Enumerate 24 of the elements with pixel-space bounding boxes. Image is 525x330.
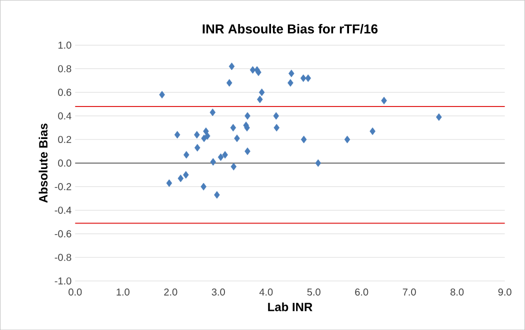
y-axis-title: Absolute Bias [38, 124, 48, 203]
chart-title: INR Absoulte Bias for rTF/16 [202, 24, 378, 34]
x-tick-label: 6.0 [355, 288, 368, 296]
y-tick-label: 0.8 [58, 65, 72, 72]
x-axis-title: Lab INR [268, 302, 312, 312]
y-tick-label: 0.2 [58, 136, 72, 143]
y-tick-label: 0.6 [58, 88, 72, 96]
x-tick-label: 7.0 [402, 288, 416, 296]
x-tick-label: 0.0 [68, 288, 82, 296]
x-tick-label: 4.0 [259, 288, 273, 296]
x-tick-label: 9.0 [498, 288, 512, 296]
x-tick-label: 3.0 [212, 288, 225, 296]
x-tick-label: 2.0 [164, 288, 178, 296]
y-tick-label: -0.6 [54, 230, 72, 238]
y-tick-label: -0.8 [54, 254, 72, 261]
x-tick-label: 8.0 [450, 288, 464, 296]
y-tick-label: -1.0 [54, 277, 72, 284]
y-tick-label: -0.4 [54, 206, 72, 214]
y-tick-label: 0.0 [58, 159, 72, 167]
y-tick-label: 1.0 [58, 42, 72, 49]
y-tick-label: 0.4 [58, 112, 72, 120]
x-tick-label: 1.0 [116, 288, 130, 296]
x-tick-label: 5.0 [307, 288, 320, 296]
y-tick-label: -0.2 [54, 183, 72, 190]
